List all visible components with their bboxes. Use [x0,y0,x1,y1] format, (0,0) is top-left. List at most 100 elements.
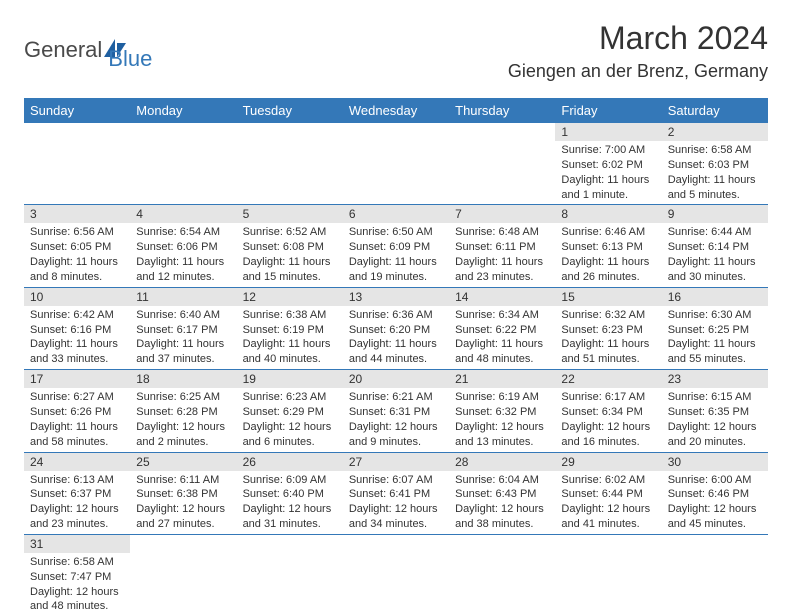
day-content: Sunrise: 6:00 AMSunset: 6:46 PMDaylight:… [662,471,768,534]
day-content: Sunrise: 6:04 AMSunset: 6:43 PMDaylight:… [449,471,555,534]
day-content: Sunrise: 6:58 AMSunset: 7:47 PMDaylight:… [24,553,130,616]
day-content: Sunrise: 6:40 AMSunset: 6:17 PMDaylight:… [130,306,236,369]
day-cell: 29Sunrise: 6:02 AMSunset: 6:44 PMDayligh… [555,452,661,534]
day-cell [343,123,449,205]
sunrise-text: Sunrise: 6:56 AM [30,225,124,240]
day-cell: 25Sunrise: 6:11 AMSunset: 6:38 PMDayligh… [130,452,236,534]
daylight-text: Daylight: 11 hours and 23 minutes. [455,255,549,285]
day-content: Sunrise: 6:19 AMSunset: 6:32 PMDaylight:… [449,388,555,451]
sunrise-text: Sunrise: 6:32 AM [561,308,655,323]
sunset-text: Sunset: 6:13 PM [561,240,655,255]
sunset-text: Sunset: 6:08 PM [243,240,337,255]
day-cell: 15Sunrise: 6:32 AMSunset: 6:23 PMDayligh… [555,287,661,369]
daylight-text: Daylight: 11 hours and 26 minutes. [561,255,655,285]
day-cell: 8Sunrise: 6:46 AMSunset: 6:13 PMDaylight… [555,205,661,287]
sunset-text: Sunset: 6:20 PM [349,323,443,338]
sunset-text: Sunset: 6:23 PM [561,323,655,338]
daylight-text: Daylight: 11 hours and 15 minutes. [243,255,337,285]
day-number: 6 [343,205,449,223]
day-number: 5 [237,205,343,223]
day-cell [449,534,555,616]
daylight-text: Daylight: 12 hours and 13 minutes. [455,420,549,450]
calendar-table: SundayMondayTuesdayWednesdayThursdayFrid… [24,98,768,616]
day-header: Wednesday [343,98,449,123]
daylight-text: Daylight: 12 hours and 48 minutes. [30,585,124,615]
day-cell: 17Sunrise: 6:27 AMSunset: 6:26 PMDayligh… [24,370,130,452]
sunset-text: Sunset: 6:06 PM [136,240,230,255]
sunrise-text: Sunrise: 6:15 AM [668,390,762,405]
sunset-text: Sunset: 6:43 PM [455,487,549,502]
logo-text-general: General [24,37,102,63]
day-cell [24,123,130,205]
day-cell [237,123,343,205]
sunrise-text: Sunrise: 6:50 AM [349,225,443,240]
day-content: Sunrise: 6:36 AMSunset: 6:20 PMDaylight:… [343,306,449,369]
day-number: 4 [130,205,236,223]
day-header: Saturday [662,98,768,123]
sunset-text: Sunset: 6:16 PM [30,323,124,338]
daylight-text: Daylight: 12 hours and 45 minutes. [668,502,762,532]
day-number: 7 [449,205,555,223]
daylight-text: Daylight: 12 hours and 23 minutes. [30,502,124,532]
day-number: 9 [662,205,768,223]
day-content: Sunrise: 6:46 AMSunset: 6:13 PMDaylight:… [555,223,661,286]
day-cell: 28Sunrise: 6:04 AMSunset: 6:43 PMDayligh… [449,452,555,534]
day-cell: 2Sunrise: 6:58 AMSunset: 6:03 PMDaylight… [662,123,768,205]
logo: General Blue [24,28,152,72]
daylight-text: Daylight: 11 hours and 51 minutes. [561,337,655,367]
day-number: 25 [130,453,236,471]
day-cell [130,123,236,205]
day-cell: 19Sunrise: 6:23 AMSunset: 6:29 PMDayligh… [237,370,343,452]
daylight-text: Daylight: 12 hours and 20 minutes. [668,420,762,450]
sunset-text: Sunset: 6:28 PM [136,405,230,420]
day-number: 3 [24,205,130,223]
daylight-text: Daylight: 11 hours and 40 minutes. [243,337,337,367]
day-number: 13 [343,288,449,306]
month-title: March 2024 [508,20,768,57]
week-row: 10Sunrise: 6:42 AMSunset: 6:16 PMDayligh… [24,287,768,369]
day-cell [237,534,343,616]
sunset-text: Sunset: 6:31 PM [349,405,443,420]
day-number: 10 [24,288,130,306]
sunset-text: Sunset: 6:17 PM [136,323,230,338]
header-row: SundayMondayTuesdayWednesdayThursdayFrid… [24,98,768,123]
day-cell [343,534,449,616]
day-number: 12 [237,288,343,306]
day-number: 22 [555,370,661,388]
day-cell: 24Sunrise: 6:13 AMSunset: 6:37 PMDayligh… [24,452,130,534]
daylight-text: Daylight: 12 hours and 2 minutes. [136,420,230,450]
day-cell [555,534,661,616]
daylight-text: Daylight: 11 hours and 33 minutes. [30,337,124,367]
day-content: Sunrise: 6:27 AMSunset: 6:26 PMDaylight:… [24,388,130,451]
week-row: 3Sunrise: 6:56 AMSunset: 6:05 PMDaylight… [24,205,768,287]
daylight-text: Daylight: 11 hours and 12 minutes. [136,255,230,285]
sunrise-text: Sunrise: 6:25 AM [136,390,230,405]
day-cell: 1Sunrise: 7:00 AMSunset: 6:02 PMDaylight… [555,123,661,205]
day-number: 17 [24,370,130,388]
week-row: 24Sunrise: 6:13 AMSunset: 6:37 PMDayligh… [24,452,768,534]
day-cell: 22Sunrise: 6:17 AMSunset: 6:34 PMDayligh… [555,370,661,452]
sunset-text: Sunset: 6:46 PM [668,487,762,502]
sunrise-text: Sunrise: 6:23 AM [243,390,337,405]
day-content: Sunrise: 6:38 AMSunset: 6:19 PMDaylight:… [237,306,343,369]
day-number: 2 [662,123,768,141]
day-number: 29 [555,453,661,471]
sunrise-text: Sunrise: 6:07 AM [349,473,443,488]
logo-text-blue: Blue [108,46,152,72]
sunset-text: Sunset: 6:29 PM [243,405,337,420]
sunrise-text: Sunrise: 6:40 AM [136,308,230,323]
day-number: 8 [555,205,661,223]
sunrise-text: Sunrise: 6:04 AM [455,473,549,488]
day-number: 11 [130,288,236,306]
sunrise-text: Sunrise: 6:58 AM [668,143,762,158]
daylight-text: Daylight: 12 hours and 41 minutes. [561,502,655,532]
day-header: Tuesday [237,98,343,123]
sunset-text: Sunset: 6:34 PM [561,405,655,420]
sunset-text: Sunset: 6:35 PM [668,405,762,420]
day-cell: 31Sunrise: 6:58 AMSunset: 7:47 PMDayligh… [24,534,130,616]
day-number: 23 [662,370,768,388]
day-cell: 4Sunrise: 6:54 AMSunset: 6:06 PMDaylight… [130,205,236,287]
day-cell: 26Sunrise: 6:09 AMSunset: 6:40 PMDayligh… [237,452,343,534]
sunset-text: Sunset: 6:38 PM [136,487,230,502]
day-content: Sunrise: 7:00 AMSunset: 6:02 PMDaylight:… [555,141,661,204]
